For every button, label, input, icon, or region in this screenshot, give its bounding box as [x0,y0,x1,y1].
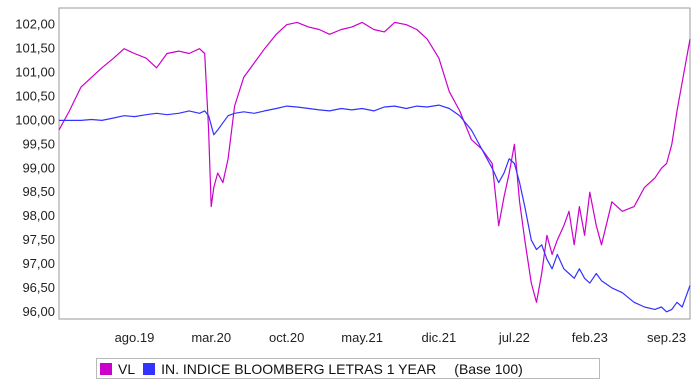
x-tick-label: oct.20 [269,330,304,345]
y-tick-label: 99,00 [22,160,55,175]
x-tick-label: feb.23 [572,330,608,345]
legend-label-vl: VL [118,360,136,377]
series-line-index [59,104,691,313]
y-tick-label: 97,50 [22,232,55,247]
y-tick-label: 96,00 [22,304,55,319]
y-axis: 102,00 101,50 101,00 100,50 100,00 99,50 99,00… [15,17,55,319]
legend-label-index: IN. INDICE BLOOMBERG LETRAS 1 YEAR [161,360,437,377]
legend-swatch-vl [100,362,112,375]
line-chart: 102,00 101,50 101,00 100,50 100,00 99,50 99,00… [15,7,691,345]
y-tick-label: 100,50 [15,89,55,104]
legend-entry-vl: VL [100,361,135,377]
x-tick-label: ago.19 [115,330,155,345]
series-line-vl [58,21,691,303]
x-tick-label: may.21 [341,330,383,345]
legend-base-note: (Base 100) [454,360,523,377]
x-tick-label: sep.23 [647,330,686,345]
legend-entry-index: IN. INDICE BLOOMBERG LETRAS 1 YEAR [143,361,436,377]
plot-frame [58,7,691,320]
series-lines [58,21,691,313]
y-tick-label: 100,00 [15,112,55,127]
y-tick-label: 102,00 [15,17,55,32]
x-tick-label: mar.20 [191,330,231,345]
legend: VL IN. INDICE BLOOMBERG LETRAS 1 YEAR (B… [96,358,600,379]
y-tick-label: 101,50 [15,41,55,56]
x-axis: ago.19 mar.20 oct.20 may.21 dic.21 jul.22 feb.… [115,330,687,345]
y-tick-label: 98,50 [22,184,55,199]
y-tick-label: 97,00 [22,256,55,271]
legend-swatch-index [143,362,156,375]
x-tick-label: jul.22 [498,330,530,345]
y-tick-label: 96,50 [22,280,55,295]
x-tick-label: dic.21 [422,330,457,345]
y-tick-label: 99,50 [22,136,55,151]
y-tick-label: 101,00 [15,65,55,80]
y-tick-label: 98,00 [22,208,55,223]
